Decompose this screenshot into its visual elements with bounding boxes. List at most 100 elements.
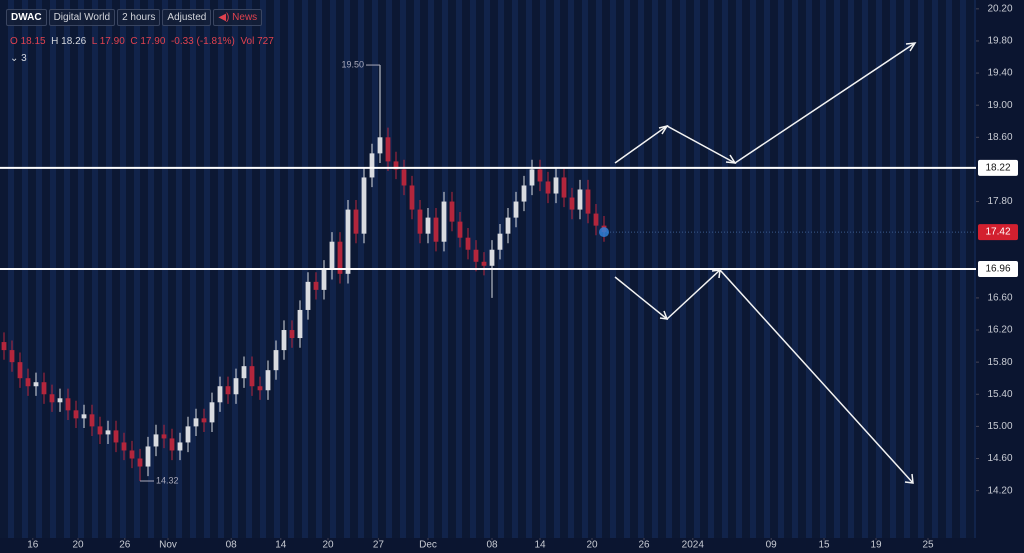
- candle-body: [353, 209, 359, 234]
- news-icon: ◀): [218, 12, 230, 23]
- last-price-label: 17.42: [985, 227, 1010, 238]
- candle-body: [257, 386, 263, 391]
- candle-body: [241, 366, 247, 379]
- adjustment[interactable]: Adjusted: [162, 9, 212, 26]
- x-tick-label: 2024: [682, 540, 705, 551]
- last-price-badge: [978, 224, 1018, 241]
- candle-body: [1, 342, 7, 351]
- arrow-head: [905, 42, 917, 52]
- candle-body: [289, 330, 295, 339]
- candle-body: [441, 201, 447, 242]
- candle-body: [161, 434, 167, 439]
- candle-body: [449, 201, 455, 222]
- candle-body: [81, 414, 87, 419]
- candle-body: [489, 249, 495, 266]
- candle-body: [25, 378, 31, 387]
- candle-body: [537, 169, 543, 182]
- low-label: 14.32: [156, 475, 179, 485]
- l-value: 17.90: [99, 36, 125, 47]
- candle-body: [321, 269, 327, 290]
- candle-body: [113, 430, 119, 443]
- x-tick-label: 14: [275, 540, 287, 551]
- candle-body: [577, 189, 583, 210]
- x-tick-label: 26: [119, 540, 131, 551]
- candle-body: [337, 241, 343, 274]
- interval[interactable]: 2 hours: [117, 9, 161, 26]
- y-tick-label: 19.40: [987, 68, 1012, 79]
- candle-body: [297, 309, 303, 339]
- x-tick-label: 27: [373, 540, 385, 551]
- candle-body: [377, 137, 383, 154]
- candle-body: [273, 350, 279, 371]
- last-price-dot: [599, 227, 609, 238]
- candle-body: [505, 217, 511, 234]
- candle-body: [33, 382, 39, 387]
- c-value: 17.90: [140, 36, 166, 47]
- high-label: 19.50: [341, 59, 364, 69]
- candle-body: [65, 398, 71, 411]
- candle-body: [425, 217, 431, 234]
- candle-body: [473, 249, 479, 262]
- candle-body: [369, 153, 375, 178]
- arrow-head: [725, 154, 737, 164]
- y-tick-label: 19.00: [987, 100, 1012, 111]
- vol-label: Vol: [240, 36, 255, 47]
- candle-body: [193, 418, 199, 427]
- candle-body: [585, 189, 591, 214]
- x-tick-label: 16: [27, 540, 39, 551]
- arrow-head: [658, 124, 669, 135]
- x-tick-label: 14: [534, 540, 546, 551]
- h-label: H: [51, 36, 59, 47]
- y-tick-label: 18.60: [987, 132, 1012, 143]
- candle-body: [145, 446, 151, 467]
- candle-body: [409, 185, 415, 210]
- plot: 20.20 19.80 19.40 19.00 18.60 17.80 16.60 16.20…: [0, 3, 1013, 551]
- ohlc-legend: O 18.15 H 18.26 L 17.90 C 17.90 -0.33 (-…: [10, 36, 274, 47]
- x-tick-label: 09: [766, 540, 778, 551]
- candle-body: [569, 197, 575, 210]
- exchange-name[interactable]: Digital World: [48, 9, 116, 26]
- y-tick-label: 16.20: [987, 325, 1012, 336]
- level-badge: [978, 159, 1018, 176]
- time-axis-bg: [0, 538, 1024, 553]
- candle-body: [281, 330, 287, 351]
- candle-body: [305, 281, 311, 310]
- candle-body: [361, 177, 367, 234]
- candle-body: [401, 169, 407, 186]
- x-tick-label: Dec: [419, 540, 437, 551]
- indicators-toggle[interactable]: ⌄ 3: [10, 53, 27, 64]
- candle-body: [393, 161, 399, 170]
- x-tick-label: 20: [72, 540, 84, 551]
- x-tick-label: 08: [226, 540, 238, 551]
- candle-body: [89, 414, 95, 427]
- candle-body: [185, 426, 191, 443]
- candle-body: [97, 426, 103, 435]
- candle-body: [433, 217, 439, 242]
- candle-body: [481, 261, 487, 266]
- candle-body: [497, 233, 503, 250]
- x-tick-label: 25: [922, 540, 934, 551]
- candle-body: [9, 350, 15, 363]
- c-label: C: [130, 36, 138, 47]
- candle-body: [49, 394, 55, 403]
- candle-body: [417, 209, 423, 234]
- symbol[interactable]: DWAC: [6, 9, 47, 26]
- news-button[interactable]: ◀) News: [213, 9, 263, 26]
- scenario-arrows: [614, 42, 917, 484]
- candle-body: [177, 442, 183, 451]
- candle-body: [153, 434, 159, 447]
- candle-body: [313, 281, 319, 290]
- candle-body: [265, 370, 271, 391]
- l-label: L: [91, 36, 97, 47]
- x-tick-label: 26: [638, 540, 650, 551]
- candle-body: [201, 418, 207, 423]
- y-tick-label: 15.00: [987, 421, 1012, 432]
- candle-body: [529, 169, 535, 186]
- symbol-bar: DWAC Digital World 2 hours Adjusted ◀) News: [6, 9, 264, 26]
- change: -0.33 (-1.81%): [170, 36, 235, 47]
- y-tick-label: 16.60: [987, 293, 1012, 304]
- level-label: 16.96: [985, 264, 1010, 275]
- candle-body: [521, 185, 527, 202]
- candle-body: [513, 201, 519, 218]
